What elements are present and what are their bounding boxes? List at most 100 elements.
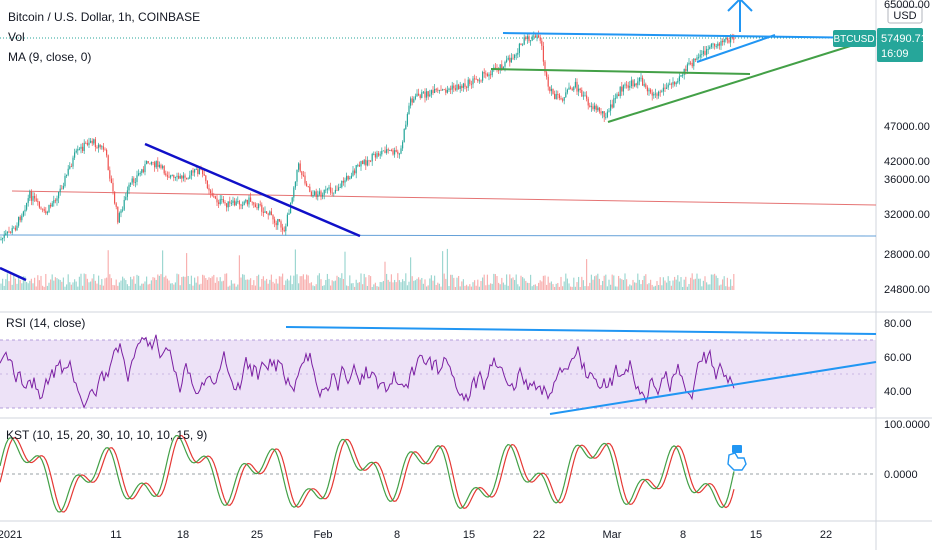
volume-bar (26, 281, 28, 290)
volume-bar (406, 285, 408, 290)
volume-bar (341, 273, 343, 290)
time-tick-label: 2021 (0, 529, 22, 541)
candle-body (582, 95, 584, 97)
volume-bar (554, 286, 556, 290)
volume-bar (80, 273, 82, 290)
candle-body (163, 166, 165, 174)
time-tick-label: 18 (177, 529, 189, 541)
volume-bar (584, 286, 586, 290)
candle-body (731, 36, 733, 38)
candle-body (597, 107, 599, 111)
candle-body (227, 201, 229, 208)
price-axis[interactable]: USD 65000.00 47000.00 42000.00 36000.00 … (884, 0, 930, 296)
candle-body (26, 202, 28, 210)
volume-bar (496, 276, 498, 290)
volume-bar (238, 255, 240, 290)
volume-bar (285, 280, 287, 290)
candle-body (253, 202, 255, 205)
kst-tick-label: 100.0000 (884, 419, 930, 431)
volume-bar (134, 283, 136, 290)
candle-body (125, 196, 127, 200)
volume-bar (232, 283, 234, 290)
volume-bar (317, 275, 319, 290)
volume-bar (304, 279, 306, 290)
volume-bar (450, 274, 452, 290)
trend-line-upper-resistance[interactable] (502, 32, 877, 39)
volume-bar (152, 277, 154, 290)
time-tick-label: 11 (110, 529, 121, 541)
candle-body (603, 111, 605, 118)
candle-body (360, 161, 362, 167)
candle-body (192, 170, 194, 173)
volume-bar (344, 251, 346, 290)
trend-line-descending[interactable] (144, 142, 361, 238)
candle-body (154, 162, 156, 168)
volume-bar (491, 283, 493, 290)
candle-body (46, 212, 48, 214)
candle-body (542, 45, 544, 62)
breakout-arrow-icon[interactable] (727, 0, 753, 32)
trend-line-rising-blue[interactable] (696, 34, 776, 63)
candle-body (454, 88, 456, 90)
volume-bar (619, 278, 621, 290)
candle-body (106, 149, 108, 156)
candle-body (562, 99, 564, 101)
candle-body (224, 202, 226, 204)
rsi-trend-upper[interactable] (285, 326, 877, 335)
volume-bar (730, 279, 732, 290)
volume-bar (93, 274, 95, 290)
candle-body (374, 153, 376, 158)
symbol-title: Bitcoin / U.S. Dollar, 1h, COINBASE (8, 10, 200, 24)
candle-body (136, 175, 138, 182)
candle-body (694, 58, 696, 61)
volume-bar (128, 286, 130, 290)
trend-line-green-flat[interactable] (490, 68, 751, 75)
volume-bar (605, 274, 607, 290)
volume-bar (107, 250, 109, 290)
candle-body (165, 173, 167, 176)
candle-body (186, 177, 188, 180)
kst-series (0, 434, 735, 513)
candle-body (499, 64, 501, 71)
trend-line-green-rising[interactable] (607, 37, 877, 123)
candle-body (387, 149, 389, 151)
candle-body (507, 57, 509, 60)
rsi-trend-lower[interactable] (549, 361, 877, 415)
candle-body (58, 191, 60, 199)
candle-body (189, 175, 191, 179)
volume-bar (512, 277, 514, 290)
trend-line-left-stub[interactable] (0, 266, 27, 282)
candle-body (498, 69, 500, 71)
candle-body (592, 106, 594, 109)
candle-body (418, 93, 420, 96)
rsi-series (0, 334, 735, 409)
price-badge[interactable]: BTCUSD 57490.71 16:09 (833, 28, 927, 62)
volume-bar (403, 281, 405, 290)
volume-bar (187, 275, 189, 290)
volume-bar (283, 284, 285, 290)
candle-body (354, 170, 356, 174)
volume-bar (589, 282, 591, 290)
price-tick-label: 47000.00 (884, 121, 930, 133)
volume-bar (168, 280, 170, 290)
volume-bar (147, 284, 149, 290)
candle-body (269, 211, 271, 215)
volume-bar (102, 285, 104, 290)
volume-bar (371, 286, 373, 290)
volume-bar (598, 278, 600, 290)
candle-body (573, 87, 575, 91)
candle-body (667, 84, 669, 88)
volume-bar (64, 286, 66, 290)
candle-body (398, 153, 400, 155)
candle-body (205, 175, 207, 181)
time-axis[interactable]: 2021 11 18 25 Feb 8 15 22 Mar 8 15 22 (0, 529, 832, 541)
candle-body (525, 37, 527, 39)
volume-bar (18, 277, 20, 290)
volume-bar (418, 277, 420, 290)
time-tick-label: 15 (463, 529, 475, 541)
volume-bar (277, 283, 279, 290)
candle-body (37, 201, 39, 202)
volume-bar (723, 276, 725, 290)
volume-bar (270, 274, 272, 290)
